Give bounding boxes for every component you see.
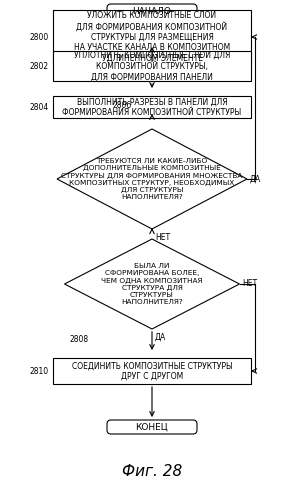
Bar — [53, 51, 251, 81]
Polygon shape — [57, 129, 247, 229]
Text: СОЕДИНИТЬ КОМПОЗИТНЫЕ СТРУКТУРЫ
ДРУГ С ДРУГОМ: СОЕДИНИТЬ КОМПОЗИТНЫЕ СТРУКТУРЫ ДРУГ С Д… — [72, 361, 232, 381]
Text: ВЫПОЛНИТЬ РАЗРЕЗЫ В ПАНЕЛИ ДЛЯ
ФОРМИРОВАНИЯ КОМПОЗИТНОЙ СТРУКТУРЫ: ВЫПОЛНИТЬ РАЗРЕЗЫ В ПАНЕЛИ ДЛЯ ФОРМИРОВА… — [62, 97, 242, 117]
FancyBboxPatch shape — [107, 4, 197, 18]
Bar — [53, 358, 251, 384]
Text: НЕТ: НЕТ — [243, 279, 258, 288]
Text: БЫЛА ЛИ
СФОРМИРОВАНА БОЛЕЕ,
ЧЕМ ОДНА КОМПОЗИТНАЯ
СТРУКТУРА ДЛЯ
СТРУКТУРЫ
НАПОЛНИ: БЫЛА ЛИ СФОРМИРОВАНА БОЛЕЕ, ЧЕМ ОДНА КОМ… — [101, 263, 203, 304]
Text: 2810: 2810 — [30, 366, 49, 376]
Text: Фиг. 28: Фиг. 28 — [122, 464, 182, 479]
Text: 2800: 2800 — [30, 32, 49, 41]
Text: УПЛОТНИТЬ КОМПОЗИТНЫЕ СЛОИ ДЛЯ
КОМПОЗИТНОЙ СТРУКТУРЫ,
ДЛЯ ФОРМИРОВАНИЯ ПАНЕЛИ: УПЛОТНИТЬ КОМПОЗИТНЫЕ СЛОИ ДЛЯ КОМПОЗИТН… — [74, 51, 230, 81]
Text: НЕТ: НЕТ — [155, 233, 170, 242]
Bar — [53, 9, 251, 64]
Text: 2802: 2802 — [30, 61, 49, 70]
Text: ДА: ДА — [250, 175, 261, 184]
Text: ТРЕБУЮТСЯ ЛИ КАКИЕ-ЛИБО
ДОПОЛНИТЕЛЬНЫЕ КОМПОЗИТНЫЕ
СТРУКТУРЫ ДЛЯ ФОРМИРОВАНИЯ МН: ТРЕБУЮТСЯ ЛИ КАКИЕ-ЛИБО ДОПОЛНИТЕЛЬНЫЕ К… — [61, 158, 243, 200]
Text: 2804: 2804 — [30, 102, 49, 111]
Text: ДА: ДА — [155, 333, 166, 342]
FancyBboxPatch shape — [107, 420, 197, 434]
Text: НАЧАЛО: НАЧАЛО — [133, 6, 172, 15]
Text: УЛОЖИТЬ КОМПОЗИТНЫЕ СЛОИ
ДЛЯ ФОРМИРОВАНИЯ КОМПОЗИТНОЙ
СТРУКТУРЫ ДЛЯ РАЗМЕЩЕНИЯ
Н: УЛОЖИТЬ КОМПОЗИТНЫЕ СЛОИ ДЛЯ ФОРМИРОВАНИ… — [74, 11, 230, 63]
Polygon shape — [64, 239, 239, 329]
Text: КОНЕЦ: КОНЕЦ — [136, 423, 168, 432]
Text: 2806: 2806 — [113, 100, 132, 109]
Bar — [53, 96, 251, 118]
Text: 2808: 2808 — [70, 335, 89, 344]
